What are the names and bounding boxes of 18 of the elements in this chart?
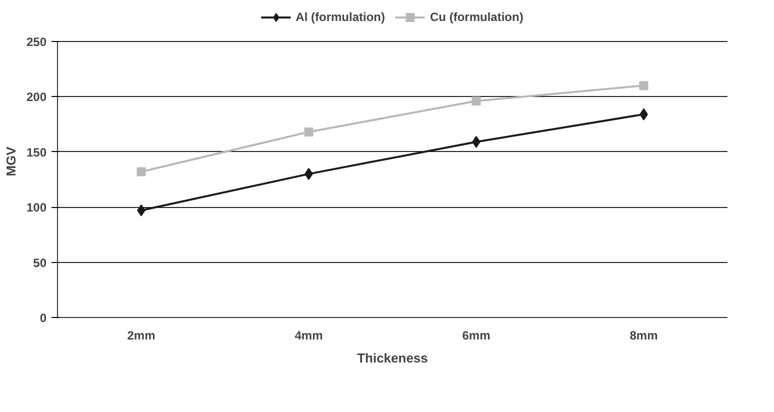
x-tick-label: 6mm — [462, 328, 490, 342]
y-tick-label: 0 — [40, 311, 47, 325]
x-axis-title: Thickeness — [357, 350, 428, 366]
y-tick-label: 50 — [33, 256, 47, 270]
y-tick-label: 100 — [26, 200, 47, 215]
x-tick-label: 2mm — [127, 328, 156, 342]
point — [136, 167, 146, 176]
legend-label: Al (formulation) — [296, 10, 385, 24]
legend-label: Cu (formulation) — [430, 10, 524, 24]
point — [472, 96, 481, 106]
y-axis-title: MGV — [3, 146, 18, 176]
point — [639, 81, 648, 90]
x-tick-label: 8mm — [630, 328, 658, 342]
x-tick-label: 4mm — [294, 328, 323, 342]
y-tick-label: 250 — [26, 34, 47, 49]
y-tick-label: 150 — [26, 145, 47, 160]
y-tick-label: 200 — [26, 90, 47, 104]
point — [304, 127, 314, 136]
